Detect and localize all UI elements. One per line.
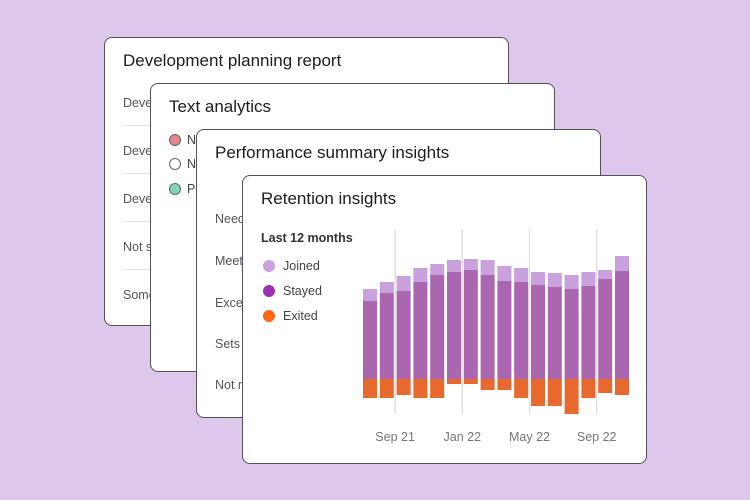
bar-exited (463, 379, 478, 384)
list-item: Deve (123, 96, 153, 110)
list-item: Sets (215, 337, 241, 351)
list-item: Meet (215, 254, 243, 268)
bar-exited (514, 379, 529, 398)
bar-stayed (379, 293, 394, 379)
bar-joined (480, 260, 495, 275)
bar-stayed (514, 282, 529, 379)
bar-joined (379, 282, 394, 293)
bar-joined (598, 270, 613, 279)
bar-joined (547, 273, 562, 287)
bar-stayed (447, 272, 461, 379)
period-label: Last 12 months (261, 231, 353, 245)
list-item: Exce (215, 296, 243, 310)
card-title: Retention insights (261, 189, 397, 208)
legend-label: Exited (283, 309, 318, 323)
bar-joined (581, 272, 596, 286)
x-tick-label: Sep 21 (375, 430, 415, 444)
joined-dot-icon (263, 260, 275, 272)
bar-exited (615, 379, 629, 395)
retention-insights-card[interactable]: Retention insights Last 12 months Joined… (242, 175, 647, 464)
bar-joined (396, 276, 411, 291)
bar-joined (514, 268, 529, 282)
legend-label: Stayed (283, 284, 322, 298)
bar-exited (363, 379, 377, 398)
legend-label: N (187, 133, 197, 147)
card-title: Performance summary insights (215, 143, 450, 162)
list-item: Deve (123, 192, 153, 206)
legend-label: Joined (283, 259, 320, 273)
sentiment-dot-icon (169, 134, 181, 146)
x-tick-label: Jan 22 (444, 430, 482, 444)
bar-joined (615, 256, 629, 271)
bar-stayed (430, 275, 445, 379)
bar-exited (598, 379, 613, 393)
bar-exited (581, 379, 596, 398)
bar-exited (531, 379, 545, 406)
exited-dot-icon (263, 310, 275, 322)
bar-stayed (480, 275, 495, 379)
list-item: Need (215, 212, 245, 226)
bar-joined (413, 268, 428, 282)
bar-joined (363, 289, 377, 301)
bar-stayed (363, 301, 377, 379)
bar-stayed (581, 286, 596, 379)
bar-stayed (531, 285, 545, 379)
list-item: Some (123, 288, 156, 302)
bar-exited (447, 379, 461, 384)
bar-stayed (547, 287, 562, 379)
list-item: Not r (215, 378, 243, 392)
bar-joined (531, 272, 545, 285)
x-tick-label: Sep 22 (577, 430, 617, 444)
sentiment-dot-icon (169, 183, 181, 195)
bar-exited (413, 379, 428, 398)
sentiment-dot-icon (169, 158, 181, 170)
stayed-dot-icon (263, 285, 275, 297)
bar-stayed (413, 282, 428, 379)
bar-exited (379, 379, 394, 398)
legend-label: N (187, 157, 197, 171)
bar-exited (480, 379, 495, 390)
bar-exited (396, 379, 411, 395)
bar-joined (447, 260, 461, 272)
bar-exited (430, 379, 445, 398)
retention-chart: Sep 21 Jan 22 May 22 Sep 22 (363, 229, 629, 444)
bar-exited (547, 379, 562, 406)
bar-stayed (564, 289, 579, 379)
card-title: Development planning report (123, 51, 342, 70)
list-item: Deve (123, 144, 153, 158)
bar-stayed (598, 279, 613, 379)
bar-stayed (396, 291, 411, 379)
bar-joined (497, 266, 512, 281)
bar-exited (497, 379, 512, 390)
bar-stayed (615, 271, 629, 379)
bar-exited (564, 379, 579, 414)
list-item: Not s (123, 240, 153, 254)
bar-stayed (497, 281, 512, 379)
bar-joined (463, 259, 478, 270)
bar-joined (564, 275, 579, 289)
card-title: Text analytics (169, 97, 272, 116)
bar-stayed (463, 270, 478, 379)
bar-joined (430, 264, 445, 275)
x-tick-label: May 22 (509, 430, 550, 444)
